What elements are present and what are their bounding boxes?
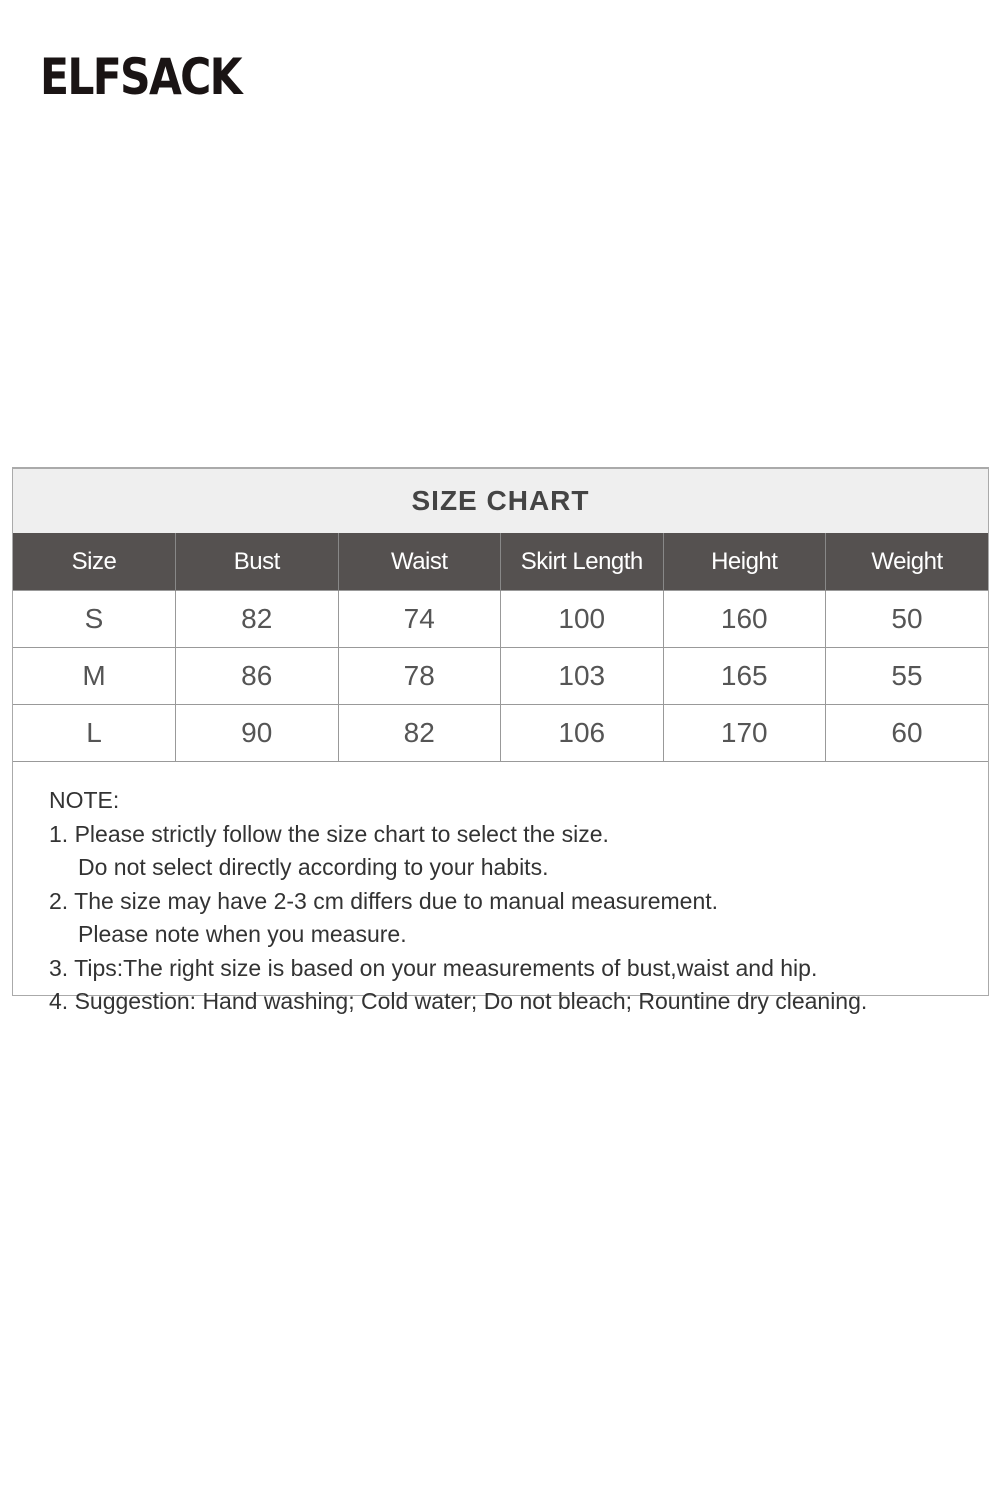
table-row: M 86 78 103 165 55: [13, 647, 988, 705]
column-header: Size: [13, 533, 176, 591]
note-line: 4. Suggestion: Hand washing; Cold water;…: [49, 988, 868, 1014]
column-header: Bust: [175, 533, 339, 591]
table-cell: M: [13, 647, 176, 705]
table-cell: 165: [663, 647, 826, 705]
table-cell: 90: [175, 704, 339, 762]
table-header-row: Size Bust Waist Skirt Length Height Weight: [13, 533, 988, 591]
column-header: Height: [663, 533, 826, 591]
table-cell: 60: [825, 704, 988, 762]
table-cell: 103: [500, 647, 664, 705]
table-cell: 106: [500, 704, 664, 762]
note-line: Please note when you measure.: [78, 921, 407, 947]
table-cell: 100: [500, 590, 664, 648]
table-cell: 55: [825, 647, 988, 705]
table-cell: L: [13, 704, 176, 762]
table-cell: 86: [175, 647, 339, 705]
chart-title: SIZE CHART: [13, 467, 988, 533]
table-cell: 78: [338, 647, 501, 705]
table-cell: S: [13, 590, 176, 648]
table-cell: 170: [663, 704, 826, 762]
column-header: Weight: [825, 533, 988, 591]
table-cell: 82: [175, 590, 339, 648]
note-line: 2. The size may have 2-3 cm differs due …: [49, 887, 719, 914]
brand-logo: ELFSACK: [40, 48, 243, 106]
table-cell: 50: [825, 590, 988, 648]
note-line: Do not select directly according to your…: [78, 854, 549, 880]
column-header: Skirt Length: [500, 533, 664, 591]
table-cell: 160: [663, 590, 826, 648]
notes-section: NOTE: 1. Please strictly follow the size…: [13, 762, 988, 1014]
table-cell: 74: [338, 590, 501, 648]
column-header: Waist: [338, 533, 501, 591]
table-row: L 90 82 106 170 60: [13, 704, 988, 762]
note-line: 3. Tips:The right size is based on your …: [49, 954, 818, 981]
notes-heading: NOTE:: [49, 787, 120, 813]
size-chart: SIZE CHART Size Bust Waist Skirt Length Heig…: [12, 467, 989, 1014]
note-line: 1. Please strictly follow the size chart…: [49, 820, 609, 847]
table-cell: 82: [338, 704, 501, 762]
table-row: S 82 74 100 160 50: [13, 590, 988, 648]
